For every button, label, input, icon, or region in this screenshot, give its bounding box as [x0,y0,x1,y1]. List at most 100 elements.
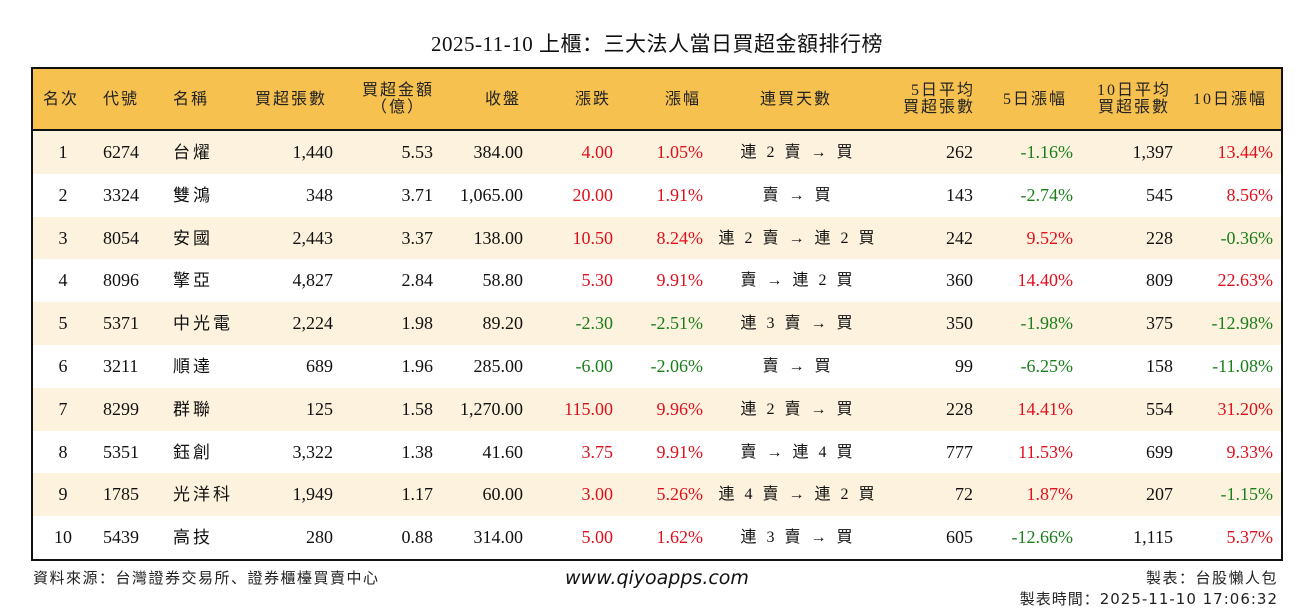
cell-change-pct: 1.62% [656,527,704,548]
cell-name: 擎亞 [173,271,213,291]
table-header: 名次 代號 名稱 買超張數 買超金額 （億） 收盤 漲跌 漲幅 連買天數 5日平… [33,69,1281,131]
cell-net-buy-amount: 5.53 [401,142,434,162]
cell-pct5: 14.40% [1017,270,1074,291]
col-header-rank: 名次 [43,90,80,108]
cell-close: 1,270.00 [460,398,523,419]
cell-change-pct: 8.24% [656,227,704,248]
cell-net-buy-lots: 4,827 [292,270,334,291]
cell-avg10: 809 [1146,270,1173,291]
cell-rank: 4 [58,270,68,291]
cell-net-buy-lots: 1,440 [292,142,334,162]
cell-close: 1,065.00 [460,184,523,205]
cell-rank: 10 [54,527,72,548]
cell-change-pct: 1.05% [656,142,704,162]
cell-change-pct: 9.91% [656,270,704,291]
cell-rank: 3 [58,227,68,248]
cell-net-buy-amount: 0.88 [401,527,434,548]
cell-change-pct: -2.51% [650,313,704,334]
col-header-avg5-line1: 5日平均 [910,82,975,99]
cell-rank: 5 [58,313,68,334]
cell-change: 4.00 [581,142,614,162]
cell-code: 8054 [103,227,139,248]
cell-pct10: 31.20% [1217,398,1274,419]
col-header-name: 名稱 [173,90,210,108]
cell-net-buy-lots: 348 [306,184,333,205]
col-header-code: 代號 [103,90,140,108]
cell-rank: 7 [58,398,68,419]
cell-change: 3.75 [581,441,614,462]
cell-code: 5351 [103,441,139,462]
cell-net-buy-lots: 2,443 [292,227,334,248]
made-time: 製表時間：2025-11-10 17:06:32 [1019,590,1278,608]
col-header-change: 漲跌 [575,90,612,108]
cell-avg10: 158 [1146,356,1173,376]
cell-name: 台燿 [173,143,213,162]
cell-pct5: 1.87% [1026,484,1074,505]
cell-avg5: 777 [946,441,973,462]
cell-change: 115.00 [564,398,613,419]
col-header-change-pct: 漲幅 [665,90,702,108]
cell-avg5: 360 [946,270,973,291]
cell-streak: 連 3 賣 → 買 [740,315,856,333]
cell-name: 雙鴻 [173,185,213,205]
data-source: 資料來源：台灣證券交易所、證券櫃檯買賣中心 [33,569,380,587]
cell-streak: 連 2 賣 → 買 [740,400,856,418]
cell-avg10: 554 [1146,398,1173,419]
cell-rank: 9 [58,484,68,505]
cell-pct5: -12.66% [1011,527,1074,548]
cell-close: 60.00 [482,484,524,505]
cell-change: -6.00 [575,356,614,376]
cell-avg10: 1,397 [1132,142,1174,162]
cell-net-buy-amount: 1.58 [401,398,434,419]
cell-name: 中光電 [173,314,233,334]
cell-close: 314.00 [473,527,524,548]
cell-change: 10.50 [572,227,614,248]
col-header-avg10-line2: 買超張數 [1097,99,1170,116]
cell-change: 5.00 [581,527,614,548]
col-header-streak: 連買天數 [760,90,833,108]
col-header-avg5-line2: 買超張數 [902,99,975,116]
cell-pct10: -11.08% [1212,356,1273,376]
cell-pct5: 11.53% [1018,441,1073,462]
cell-name: 鈺創 [173,442,213,462]
cell-name: 安國 [173,228,213,248]
col-header-close: 收盤 [485,90,522,108]
cell-net-buy-amount: 1.38 [401,441,434,462]
col-header-net-buy-lots: 買超張數 [255,90,328,108]
cell-avg10: 1,115 [1133,527,1173,548]
table-row: 1 6274 台燿 1,440 5.53 384.00 4.00 1.05% 連… [33,131,1281,174]
cell-streak: 賣 → 買 [762,186,834,204]
cell-avg5: 228 [946,398,973,419]
cell-change: 20.00 [572,184,614,205]
cell-change-pct: -2.06% [650,356,704,376]
cell-code: 1785 [103,484,139,505]
cell-streak: 連 4 賣 → 連 2 買 [718,486,878,504]
cell-close: 285.00 [473,356,524,376]
cell-close: 384.00 [473,142,524,162]
cell-change: 5.30 [581,270,614,291]
table-row: 6 3211 順達 689 1.96 285.00 -6.00 -2.06% 賣… [33,345,1281,388]
cell-streak: 連 3 賣 → 買 [740,529,856,547]
cell-net-buy-lots: 3,322 [292,441,334,462]
website-link[interactable]: www.qiyoapps.com [565,567,749,589]
col-header-net-buy-amount-line1: 買超金額 [361,82,434,99]
cell-change-pct: 5.26% [656,484,704,505]
col-header-avg5: 5日平均 買超張數 [893,69,975,129]
cell-net-buy-amount: 3.71 [401,184,434,205]
col-header-pct10: 10日漲幅 [1193,90,1268,108]
cell-net-buy-lots: 689 [306,356,333,376]
cell-avg5: 350 [946,313,973,334]
cell-net-buy-amount: 1.98 [401,313,434,334]
cell-code: 8096 [103,270,139,291]
cell-pct10: 5.37% [1226,527,1274,548]
cell-avg5: 605 [946,527,973,548]
cell-change: 3.00 [581,484,614,505]
cell-avg5: 242 [946,227,973,248]
cell-streak: 賣 → 連 4 買 [740,443,856,461]
cell-avg5: 262 [946,142,973,162]
cell-net-buy-lots: 1,949 [292,484,334,505]
cell-close: 41.60 [482,441,524,462]
table-row: 2 3324 雙鴻 348 3.71 1,065.00 20.00 1.91% … [33,173,1281,217]
table-row: 3 8054 安國 2,443 3.37 138.00 10.50 8.24% … [33,216,1281,260]
cell-avg10: 207 [1146,484,1173,505]
